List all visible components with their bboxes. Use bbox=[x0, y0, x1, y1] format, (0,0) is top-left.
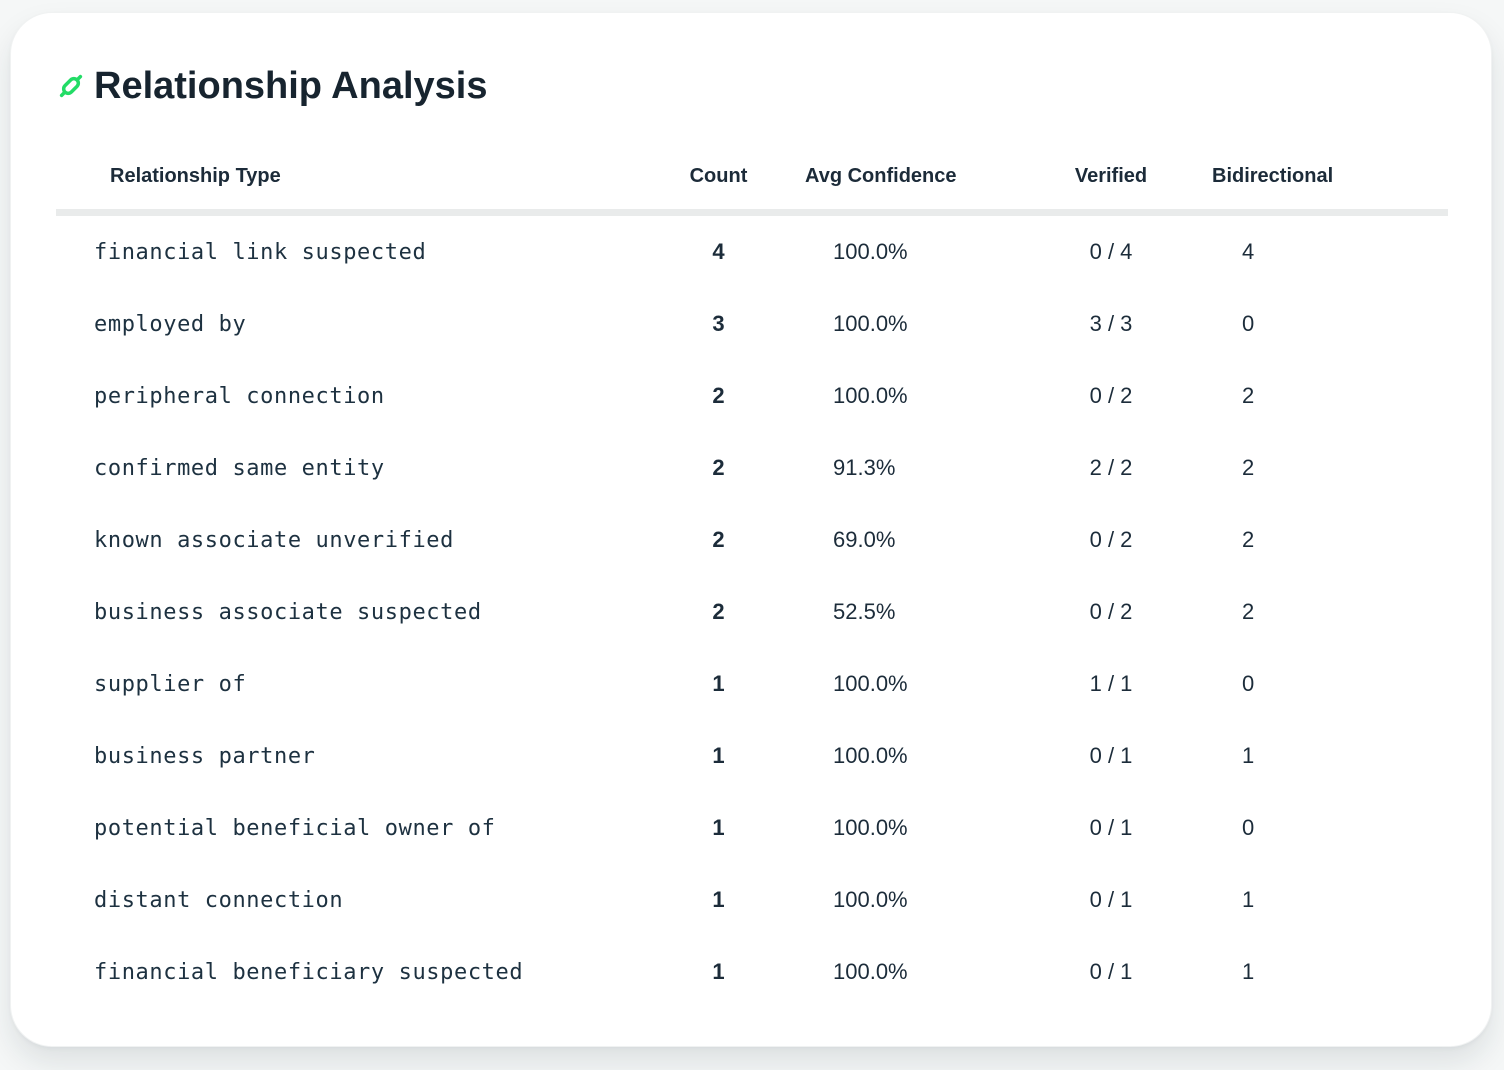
type-cell: business associate suspected bbox=[94, 599, 482, 625]
link-icon bbox=[56, 71, 86, 101]
column-header-verified: Verified bbox=[1031, 143, 1191, 216]
avg-confidence-cell: 69.0% bbox=[833, 527, 896, 552]
count-cell: 1 bbox=[712, 671, 725, 696]
type-cell: supplier of bbox=[94, 671, 247, 697]
verified-cell: 0 / 1 bbox=[1089, 815, 1133, 840]
count-cell: 1 bbox=[712, 743, 725, 768]
type-cell: distant connection bbox=[94, 887, 344, 913]
avg-confidence-cell: 100.0% bbox=[833, 743, 908, 768]
count-cell: 1 bbox=[712, 815, 725, 840]
table-row: known associate unverified 2 69.0% 0 / 2 2 bbox=[56, 504, 1448, 576]
verified-cell: 0 / 2 bbox=[1089, 527, 1133, 552]
verified-cell: 0 / 1 bbox=[1089, 887, 1133, 912]
bidirectional-cell: 0 bbox=[1242, 671, 1255, 696]
table-header-row: Relationship Type Count Avg Confidence V… bbox=[56, 143, 1448, 216]
table-row: confirmed same entity 2 91.3% 2 / 2 2 bbox=[56, 432, 1448, 504]
bidirectional-cell: 2 bbox=[1242, 455, 1255, 480]
type-cell: financial beneficiary suspected bbox=[94, 959, 524, 985]
type-cell: confirmed same entity bbox=[94, 455, 385, 481]
table-row: potential beneficial owner of 1 100.0% 0 / … bbox=[56, 792, 1448, 864]
verified-cell: 2 / 2 bbox=[1089, 455, 1133, 480]
table-body: financial link suspected 4 100.0% 0 / 4 4 emp… bbox=[56, 213, 1448, 1009]
count-cell: 2 bbox=[712, 599, 725, 624]
verified-cell: 1 / 1 bbox=[1089, 671, 1133, 696]
bidirectional-cell: 2 bbox=[1242, 527, 1255, 552]
avg-confidence-cell: 100.0% bbox=[833, 383, 908, 408]
bidirectional-cell: 0 bbox=[1242, 311, 1255, 336]
column-header-avg-confidence: Avg Confidence bbox=[781, 143, 1031, 216]
bidirectional-cell: 1 bbox=[1242, 743, 1255, 768]
bidirectional-cell: 0 bbox=[1242, 815, 1255, 840]
avg-confidence-cell: 100.0% bbox=[833, 671, 908, 696]
count-cell: 1 bbox=[712, 959, 725, 984]
column-header-relationship-type: Relationship Type bbox=[56, 143, 656, 216]
bidirectional-cell: 2 bbox=[1242, 383, 1255, 408]
verified-cell: 0 / 1 bbox=[1089, 743, 1133, 768]
count-cell: 1 bbox=[712, 887, 725, 912]
bidirectional-cell: 4 bbox=[1242, 239, 1255, 264]
type-cell: known associate unverified bbox=[94, 527, 454, 553]
type-cell: business partner bbox=[94, 743, 316, 769]
avg-confidence-cell: 100.0% bbox=[833, 887, 908, 912]
relationship-analysis-card: Relationship Analysis Relationship Type … bbox=[10, 12, 1492, 1047]
verified-cell: 0 / 2 bbox=[1089, 599, 1133, 624]
bidirectional-cell: 1 bbox=[1242, 887, 1255, 912]
card-header: Relationship Analysis bbox=[56, 63, 1446, 109]
avg-confidence-cell: 52.5% bbox=[833, 599, 896, 624]
verified-cell: 0 / 4 bbox=[1089, 239, 1133, 264]
verified-cell: 0 / 1 bbox=[1089, 959, 1133, 984]
table-row: employed by 3 100.0% 3 / 3 0 bbox=[56, 288, 1448, 360]
count-cell: 2 bbox=[712, 455, 725, 480]
relationship-table: Relationship Type Count Avg Confidence V… bbox=[56, 143, 1448, 1008]
avg-confidence-cell: 100.0% bbox=[833, 959, 908, 984]
page-title: Relationship Analysis bbox=[94, 65, 488, 107]
type-cell: financial link suspected bbox=[94, 239, 427, 265]
type-cell: employed by bbox=[94, 311, 247, 337]
count-cell: 2 bbox=[712, 527, 725, 552]
table-row: business partner 1 100.0% 0 / 1 1 bbox=[56, 720, 1448, 792]
avg-confidence-cell: 100.0% bbox=[833, 239, 908, 264]
bidirectional-cell: 1 bbox=[1242, 959, 1255, 984]
column-header-bidirectional: Bidirectional bbox=[1191, 143, 1448, 216]
avg-confidence-cell: 100.0% bbox=[833, 311, 908, 336]
count-cell: 2 bbox=[712, 383, 725, 408]
table-row: financial link suspected 4 100.0% 0 / 4 4 bbox=[56, 213, 1448, 289]
count-cell: 3 bbox=[712, 311, 725, 336]
type-cell: peripheral connection bbox=[94, 383, 385, 409]
table-row: business associate suspected 2 52.5% 0 / 2 2 bbox=[56, 576, 1448, 648]
table-row: supplier of 1 100.0% 1 / 1 0 bbox=[56, 648, 1448, 720]
type-cell: potential beneficial owner of bbox=[94, 815, 496, 841]
avg-confidence-cell: 91.3% bbox=[833, 455, 896, 480]
column-header-count: Count bbox=[656, 143, 781, 216]
table-row: distant connection 1 100.0% 0 / 1 1 bbox=[56, 864, 1448, 936]
table-row: financial beneficiary suspected 1 100.0% 0 … bbox=[56, 936, 1448, 1008]
table-header: Relationship Type Count Avg Confidence V… bbox=[56, 143, 1448, 216]
table-row: peripheral connection 2 100.0% 0 / 2 2 bbox=[56, 360, 1448, 432]
avg-confidence-cell: 100.0% bbox=[833, 815, 908, 840]
count-cell: 4 bbox=[712, 239, 725, 264]
card-content: Relationship Analysis Relationship Type … bbox=[11, 13, 1491, 1008]
bidirectional-cell: 2 bbox=[1242, 599, 1255, 624]
verified-cell: 3 / 3 bbox=[1089, 311, 1133, 336]
verified-cell: 0 / 2 bbox=[1089, 383, 1133, 408]
